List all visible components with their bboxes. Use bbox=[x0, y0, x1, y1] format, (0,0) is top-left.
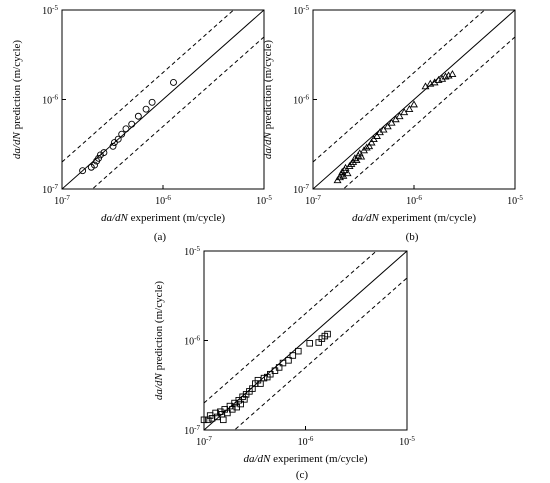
x-tick-label: 10-7 bbox=[305, 194, 321, 207]
x-axis-label: da/dN experiment (m/cycle) bbox=[243, 453, 367, 465]
data-point-triangle bbox=[352, 156, 361, 164]
data-point-square bbox=[285, 357, 292, 364]
data-point-square bbox=[224, 409, 231, 417]
data-point-circle bbox=[79, 167, 87, 175]
data-point-circle bbox=[134, 112, 142, 120]
data-point-circle bbox=[170, 79, 177, 86]
data-point-triangle bbox=[405, 105, 414, 113]
x-axis-label: da/dN experiment (m/cycle) bbox=[352, 212, 476, 224]
y-tick-label: 10-5 bbox=[42, 4, 58, 17]
data-points bbox=[333, 70, 457, 184]
data-point-square bbox=[237, 400, 244, 408]
data-point-triangle bbox=[373, 131, 381, 139]
y-tick-label: 10-5 bbox=[293, 4, 309, 17]
data-point-triangle bbox=[410, 100, 418, 108]
upper-factor-line bbox=[204, 251, 378, 404]
x-tick-label: 10-6 bbox=[298, 435, 314, 448]
data-point-square bbox=[257, 380, 264, 387]
y-axis-label: da/dN prediction (m/cycle) bbox=[262, 40, 274, 159]
data-point-circle bbox=[91, 161, 98, 169]
data-point-circle bbox=[114, 135, 122, 143]
lower-factor-line bbox=[233, 277, 407, 430]
data-point-square bbox=[267, 370, 274, 378]
x-tick-label: 10-5 bbox=[256, 194, 272, 207]
reference-lines bbox=[313, 10, 515, 189]
data-point-square bbox=[289, 352, 297, 359]
data-point-circle bbox=[95, 154, 102, 162]
y-tick-label: 10-7 bbox=[293, 183, 309, 196]
data-point-triangle bbox=[362, 143, 371, 151]
data-points bbox=[79, 79, 177, 175]
data-point-square bbox=[204, 416, 212, 424]
data-point-circle bbox=[148, 98, 156, 106]
data-point-square bbox=[275, 364, 283, 371]
x-tick-label: 10-5 bbox=[507, 194, 523, 207]
panel-label: (c) bbox=[296, 469, 309, 481]
data-point-triangle bbox=[367, 138, 376, 146]
data-point-triangle bbox=[365, 142, 374, 150]
data-point-square bbox=[324, 330, 331, 338]
y-axis-label: da/dN prediction (m/cycle) bbox=[153, 281, 165, 400]
reference-lines bbox=[204, 251, 407, 430]
data-point-triangle bbox=[395, 112, 404, 120]
y-tick-label: 10-7 bbox=[42, 183, 58, 196]
data-point-triangle bbox=[448, 70, 457, 77]
data-point-circle bbox=[110, 139, 118, 147]
lower-factor-line bbox=[91, 36, 264, 189]
data-point-square bbox=[295, 347, 302, 355]
y-tick-label: 10-7 bbox=[184, 424, 200, 437]
data-point-circle bbox=[128, 120, 136, 128]
panel-label: (b) bbox=[406, 231, 419, 243]
data-point-circle bbox=[122, 125, 130, 133]
data-point-triangle bbox=[383, 122, 392, 130]
x-tick-label: 10-6 bbox=[406, 194, 422, 207]
y-tick-label: 10-6 bbox=[184, 335, 200, 348]
upper-factor-line bbox=[62, 10, 235, 163]
data-point-square bbox=[200, 416, 208, 424]
x-tick-label: 10-7 bbox=[54, 194, 70, 207]
data-point-triangle bbox=[357, 152, 366, 160]
data-point-triangle bbox=[345, 162, 354, 170]
x-tick-label: 10-5 bbox=[399, 435, 415, 448]
x-tick-label: 10-7 bbox=[196, 435, 212, 448]
data-point-circle bbox=[118, 130, 126, 138]
x-axis-label: da/dN experiment (m/cycle) bbox=[101, 212, 225, 224]
data-point-circle bbox=[100, 149, 108, 157]
data-point-square bbox=[212, 409, 219, 417]
data-point-triangle bbox=[347, 159, 356, 167]
data-point-circle bbox=[96, 151, 104, 159]
data-point-circle bbox=[142, 105, 150, 113]
y-axis-label: da/dN prediction (m/cycle) bbox=[11, 40, 23, 159]
data-point-square bbox=[306, 340, 313, 347]
x-tick-label: 10-6 bbox=[155, 194, 171, 207]
data-point-square bbox=[220, 416, 227, 424]
equality-line bbox=[62, 10, 264, 189]
equality-line bbox=[204, 251, 407, 430]
chart-panel-2: 10-7 10-6 10-5 10-7 10-6 10-5 da/dN experiment… bbox=[262, 4, 523, 243]
equality-line bbox=[313, 10, 515, 189]
data-point-triangle bbox=[349, 157, 358, 165]
data-point-triangle bbox=[387, 118, 396, 126]
data-point-square bbox=[241, 396, 248, 403]
lower-factor-line bbox=[342, 36, 515, 189]
data-point-triangle bbox=[343, 169, 352, 177]
panel-label: (a) bbox=[154, 231, 167, 243]
y-tick-label: 10-6 bbox=[293, 94, 309, 107]
data-points bbox=[200, 330, 331, 424]
y-tick-label: 10-6 bbox=[42, 94, 58, 107]
data-point-triangle bbox=[441, 72, 450, 80]
data-point-square bbox=[260, 374, 268, 382]
data-point-circle bbox=[109, 142, 117, 150]
reference-lines bbox=[62, 10, 264, 189]
y-tick-label: 10-5 bbox=[184, 245, 200, 258]
chart-panel-3: 10-7 10-6 10-5 10-7 10-6 10-5 da/dN experiment… bbox=[153, 245, 415, 481]
data-point-triangle bbox=[438, 74, 447, 82]
upper-factor-line bbox=[313, 10, 486, 163]
data-point-square bbox=[229, 406, 236, 413]
chart-panel-1: 10-7 10-6 10-5 10-7 10-6 10-5 da/dN experiment… bbox=[11, 4, 272, 243]
